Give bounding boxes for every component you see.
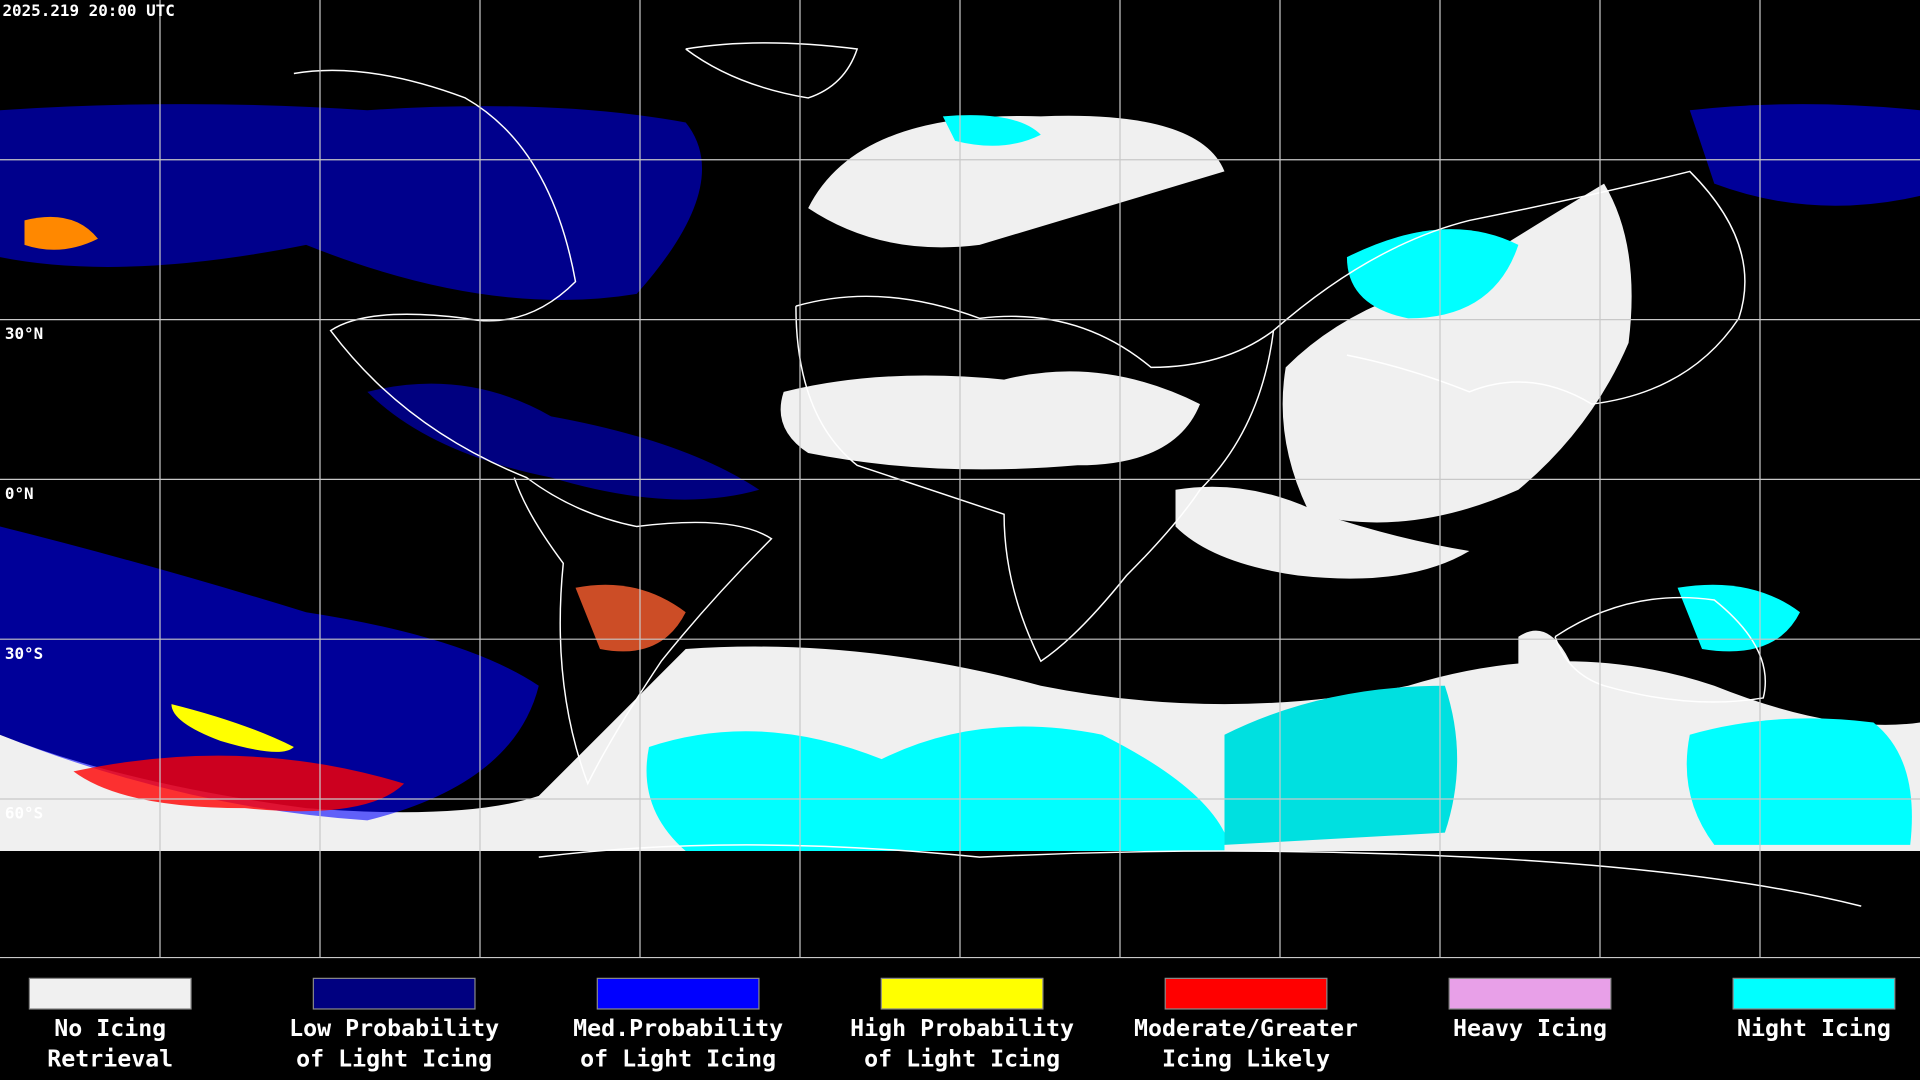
coastline — [685, 42, 859, 99]
legend-swatch — [1448, 977, 1612, 1010]
coastline — [293, 69, 773, 786]
legend-label: Moderate/Greater — [1134, 1015, 1358, 1042]
latitude-labels: 30°N 0°N 30°S 60°S — [5, 324, 43, 822]
legend: No Icing Retrieval Low Probability of Light… — [28, 977, 1896, 1073]
coastline — [538, 844, 1862, 907]
latitude-label: 30°N — [5, 324, 43, 343]
legend-swatch — [880, 977, 1044, 1010]
icing-region — [1689, 104, 1920, 206]
legend-label: Night Icing — [1737, 1015, 1891, 1042]
cloud-region — [1175, 486, 1470, 579]
latitude-label: 0°N — [5, 484, 34, 503]
latitude-label: 60°S — [5, 804, 43, 823]
latitude-label: 30°S — [5, 644, 43, 663]
legend-swatch — [596, 977, 760, 1010]
icing-region — [575, 584, 686, 652]
legend-label: No Icing — [54, 1015, 166, 1042]
icing-region — [73, 755, 405, 812]
cloud-region — [1282, 183, 1632, 523]
night-icing-region — [1686, 718, 1912, 845]
timestamp: 2025.219 20:00 UTC — [2, 1, 174, 20]
legend-swatch — [312, 977, 476, 1010]
icing-region — [171, 704, 294, 752]
legend-label: Retrieval — [47, 1046, 173, 1073]
legend-label: Med.Probability — [573, 1015, 783, 1042]
night-icing-region — [1224, 685, 1458, 845]
cloud-region — [780, 371, 1200, 470]
legend-label: of Light Icing — [580, 1046, 776, 1073]
legend-swatch — [28, 977, 192, 1010]
coastlines — [293, 42, 1862, 907]
night-icing-region — [646, 726, 1225, 852]
legend-swatch — [1732, 977, 1896, 1010]
icing-region — [367, 383, 760, 500]
icing-region — [0, 526, 539, 821]
icing-region — [24, 216, 98, 250]
legend-label: of Light Icing — [296, 1046, 492, 1073]
night-icing-region — [1677, 584, 1800, 652]
legend-label: Icing Likely — [1162, 1046, 1330, 1073]
coastline — [1554, 596, 1767, 703]
legend-label: of Light Icing — [864, 1046, 1060, 1073]
night-icing-region — [1346, 229, 1519, 319]
cloud-region — [1518, 630, 1590, 833]
graticule — [0, 0, 1920, 959]
legend-label: Heavy Icing — [1453, 1015, 1607, 1042]
night-icing-region — [942, 115, 1041, 146]
legend-label: Low Probability — [289, 1015, 499, 1042]
coastline — [1272, 170, 1746, 405]
legend-label: High Probability — [850, 1015, 1074, 1042]
legend-swatch — [1164, 977, 1328, 1010]
